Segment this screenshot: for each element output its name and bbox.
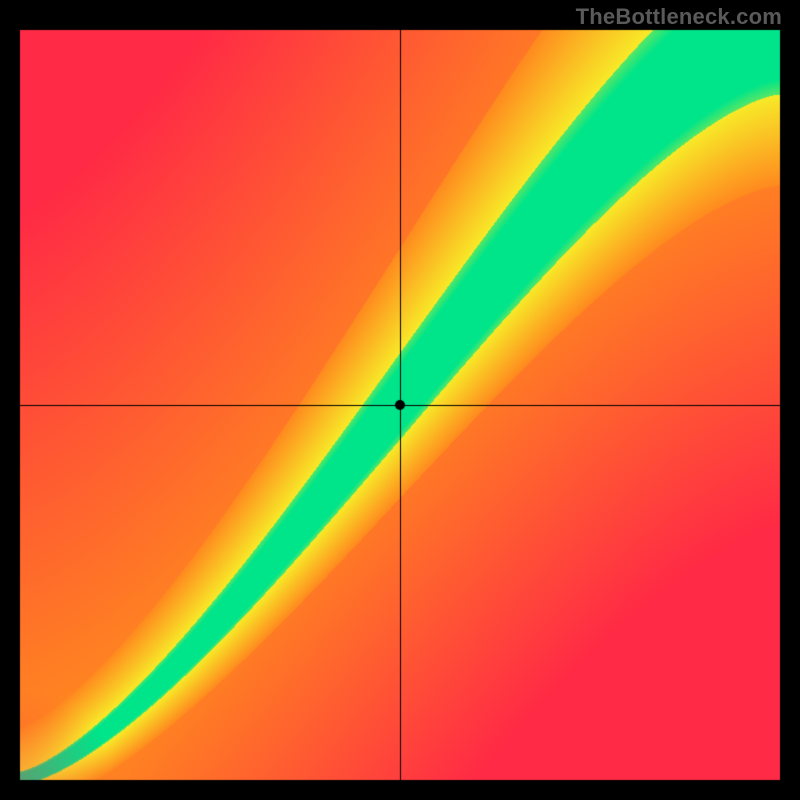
- bottleneck-heatmap: [0, 0, 800, 800]
- watermark-text: TheBottleneck.com: [576, 4, 782, 30]
- chart-container: TheBottleneck.com: [0, 0, 800, 800]
